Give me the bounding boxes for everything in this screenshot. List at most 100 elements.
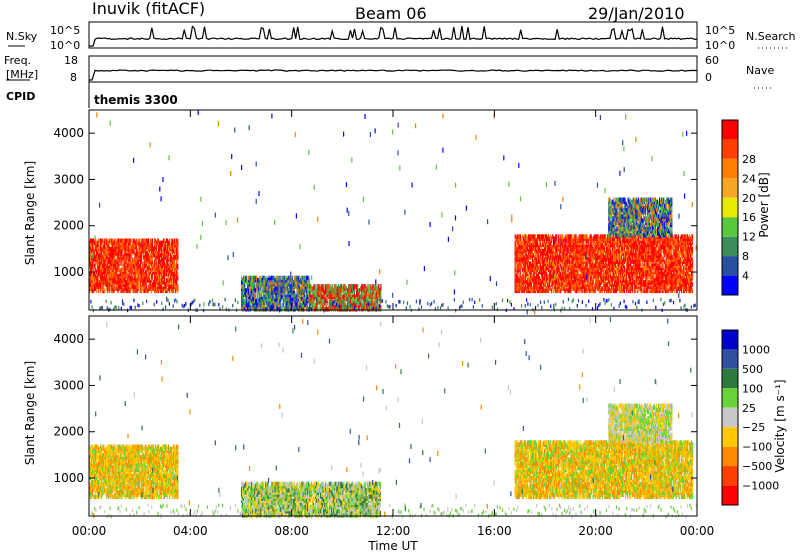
power-echo-cell (573, 267, 575, 273)
power-echo-cell (149, 253, 151, 258)
power-echo-cell (89, 280, 91, 285)
power-echo-cell (119, 269, 121, 275)
power-echo-cell (582, 284, 584, 289)
power-echo-cell (105, 269, 107, 275)
power-echo-cell (247, 279, 249, 285)
power-echo-cell (608, 259, 610, 264)
power-echo-cell (575, 253, 577, 258)
power-echo-cell (105, 238, 107, 244)
power-echo-cell (97, 240, 99, 246)
power-echo-cell (555, 234, 557, 239)
power-echo-cell (592, 280, 594, 285)
power-echo-cell (594, 278, 596, 283)
power-echo-cell (518, 286, 520, 291)
power-echo-cell (336, 300, 338, 306)
power-echo-cell (175, 263, 177, 269)
power-echo-cell (141, 238, 143, 244)
power-echo-cell (127, 248, 129, 254)
power-echo-cell (346, 292, 349, 297)
power-echo-cell (106, 261, 108, 266)
power-echo-cell (140, 273, 142, 279)
power-echo-cell (523, 244, 525, 250)
power-echo-cell (109, 253, 111, 258)
power-echo-cell (518, 282, 520, 287)
power-echo-cell (530, 263, 532, 269)
power-echo-cell (376, 286, 378, 291)
power-echo-cell (572, 257, 574, 262)
power-echo-cell (579, 263, 581, 269)
power-echo-cell (607, 286, 609, 291)
power-echo-cell (516, 240, 518, 246)
power-echo-cell (291, 300, 293, 306)
power-echo-cell (167, 242, 169, 248)
power-echo-cell (611, 286, 614, 291)
power-echo-cell (265, 307, 267, 312)
power-echo-cell (125, 238, 127, 244)
power-echo-cell (271, 284, 273, 289)
power-echo-cell (261, 277, 263, 283)
power-echo-cell (120, 238, 122, 244)
power-echo-cell (529, 234, 531, 239)
power-echo-cell (571, 244, 573, 250)
power-echo-cell (603, 263, 605, 269)
power-echo-cell (262, 275, 264, 281)
power-echo-cell (342, 302, 344, 308)
power-echo-cell (532, 286, 534, 291)
power-echo-cell (604, 255, 606, 260)
power-echo-cell (517, 282, 519, 287)
power-echo-cell (129, 276, 131, 281)
power-echo-cell (338, 307, 340, 312)
power-echo-cell (272, 282, 274, 287)
power-echo-cell (522, 240, 524, 246)
power-echo-cell (572, 280, 574, 285)
power-echo-cell (127, 282, 129, 287)
power-echo-cell (157, 248, 160, 254)
power-echo-cell (570, 234, 572, 239)
power-echo-cell (550, 234, 552, 239)
power-echo-cell (261, 304, 263, 310)
power-echo-cell (126, 273, 128, 279)
power-echo-cell (608, 280, 610, 285)
power-echo-cell (521, 251, 523, 256)
power-echo-cell (606, 238, 608, 244)
power-echo-cell (106, 251, 108, 256)
power-echo-cell (561, 273, 563, 279)
power-echo-cell (540, 234, 543, 239)
power-echo-cell (322, 300, 324, 306)
power-echo-cell (138, 238, 140, 244)
power-echo-cell (555, 284, 557, 289)
power-echo-cell (279, 284, 281, 289)
power-echo-cell (615, 284, 618, 289)
power-echo-cell (551, 278, 553, 283)
power-echo-cell (369, 284, 371, 289)
power-echo-cell (528, 253, 530, 258)
power-echo-cell (163, 261, 165, 266)
power-echo-cell (333, 288, 335, 293)
power-echo-cell (119, 238, 121, 244)
power-echo-cell (601, 278, 603, 283)
power-echo-cell (612, 257, 615, 262)
power-echo-cell (323, 304, 325, 310)
power-echo-cell (253, 275, 255, 281)
power-echo-cell (320, 288, 322, 293)
power-echo-cell (553, 259, 555, 264)
power-echo-cell (586, 288, 588, 294)
power-echo-cell (348, 284, 351, 289)
power-echo-cell (130, 248, 132, 254)
power-echo-cell (114, 238, 116, 244)
power-echo-cell (611, 267, 614, 273)
power-echo-cell (333, 294, 335, 300)
power-echo-cell (100, 251, 102, 256)
power-echo-cell (329, 288, 331, 293)
power-echo-cell (579, 238, 581, 244)
power-echo-cell (104, 271, 106, 277)
power-echo-cell (260, 292, 262, 297)
power-echo-cell (359, 288, 361, 293)
power-echo-cell (533, 282, 536, 287)
power-echo-cell (263, 290, 265, 295)
power-echo-cell (155, 286, 158, 291)
power-echo-cell (282, 302, 284, 308)
power-echo-cell (292, 290, 294, 295)
power-echo-cell (569, 234, 571, 239)
power-echo-cell (524, 284, 526, 289)
